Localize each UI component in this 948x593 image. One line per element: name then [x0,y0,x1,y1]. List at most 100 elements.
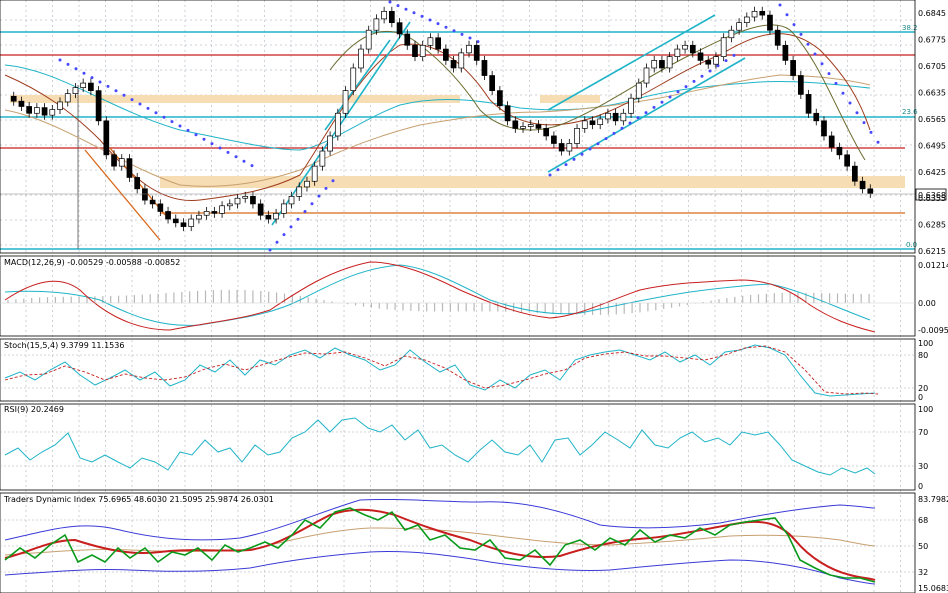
tdi-price-line [4,507,876,583]
candle [751,6,758,22]
candle [836,142,843,160]
fib-label-23: 23.6 [902,108,918,116]
candle [427,33,434,50]
candle [512,116,519,133]
price-tick-label: 0.6705 [918,62,946,71]
fib-label-38: 38.2 [902,24,918,32]
sar-dot [282,233,286,237]
sar-dot [564,163,568,167]
sar-dot [684,85,688,89]
candle [813,108,820,126]
price-tick-label: 0.6215 [918,247,946,256]
candle [49,104,56,120]
sar-dot [799,32,803,36]
candle [149,195,156,209]
candle [466,40,472,58]
candle [581,116,588,133]
candle [435,33,441,54]
candle [473,40,480,65]
rsi-tick-0: 0 [918,482,923,491]
candle [388,6,395,28]
price-tick-label: 0.6775 [918,36,946,45]
candle [597,114,604,130]
sar-dot [644,111,648,115]
candle [635,78,642,103]
sar-dot [74,67,78,71]
candle [774,25,781,50]
price-axis: 0.6845 0.6775 0.6705 0.6635 0.6565 0.6495 0.64… [918,9,946,256]
tdi-panel: Traders Dynamic Index 75.6965 48.6030 21… [0,495,948,593]
sar-dot [700,74,704,78]
stoch-tick-100: 100 [918,339,933,348]
candle [759,6,766,20]
tdi-lower-band [4,551,876,585]
candle [396,18,403,39]
sar-dot [692,79,696,83]
sar-dot [596,142,600,146]
candle [520,121,526,133]
sar-dot [580,152,584,156]
sar-dot [813,52,817,56]
candle [311,161,318,186]
tdi-tick-top: 83.7982 [918,495,948,504]
candle [450,55,457,73]
candle [551,131,557,149]
price-tick-label: 0.6635 [918,89,946,98]
sar-dot [404,7,408,11]
sar-dot [210,142,214,146]
sar-dot [676,90,680,94]
candle [504,101,511,126]
candle [350,63,357,96]
sar-dot [724,59,728,63]
fib-labels: 38.2 23.6 0.0 [902,24,918,249]
candle [327,131,333,156]
sar-dot [296,217,300,221]
sar-dot [785,13,789,17]
candle [720,33,727,62]
tdi-tick-bottom: 15.0683 [918,584,948,593]
candle [280,199,287,218]
stoch-title: Stoch(15,5,4) 9.3799 11.1536 [4,341,124,350]
candle [319,146,326,171]
sar-dot [154,111,158,115]
sar-dot [444,25,448,29]
candle [805,89,812,118]
panel-frame [0,338,916,402]
price-tick-label: 0.6285 [918,221,946,230]
candle [219,201,225,218]
candle [782,40,789,65]
candle [605,108,611,124]
sar-dot [331,179,335,183]
candle [535,120,542,133]
candle [188,214,195,232]
sar-dot [388,0,392,4]
candle [574,123,580,149]
sar-dot [548,173,552,177]
candle [867,184,874,198]
rsi-title: RSI(9) 20.2469 [4,405,64,414]
sar-dot [396,4,400,8]
candle [80,78,87,93]
tdi-tick-50: 50 [918,542,928,551]
stoch-tick-20: 20 [918,384,928,393]
candle [203,206,210,220]
sar-dot [303,210,307,213]
ma-tan [4,74,871,187]
rsi-tick-100: 100 [918,405,933,414]
sar-dot [234,155,238,159]
stoch-main-line [4,344,876,397]
channel-up-right-upper [547,14,716,111]
stochastic-panel: Stoch(15,5,4) 9.3799 11.1536 100 80 20 0 [0,339,933,402]
sar-dot [436,22,440,26]
sar-dot [876,140,880,144]
candle [180,218,187,232]
candle [157,199,164,216]
sar-dot [310,202,314,206]
sar-dot [162,115,166,119]
sar-dot [66,62,70,66]
candle [242,191,249,203]
current-price-marker: 0.6368 [0,188,947,201]
candle [265,210,272,224]
candle [64,89,71,107]
